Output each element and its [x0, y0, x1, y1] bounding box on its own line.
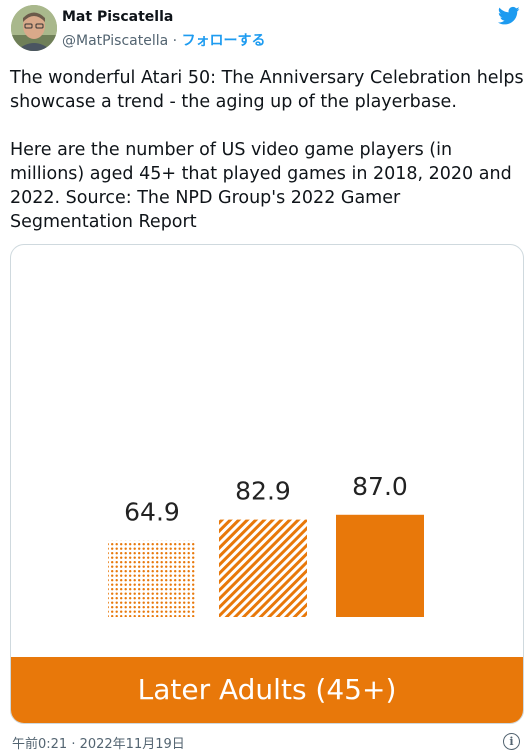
bar — [336, 514, 424, 617]
bar-value-label: 87.0 — [352, 472, 408, 501]
banner-background — [11, 657, 523, 723]
tweet-paragraph: The wonderful Atari 50: The Anniversary … — [10, 68, 524, 112]
twitter-bird-icon[interactable] — [498, 6, 520, 26]
info-icon[interactable]: i — [503, 733, 520, 750]
follow-button[interactable]: フォローする — [181, 33, 266, 49]
tweet-paragraph: Here are the number of US video game pla… — [10, 140, 512, 232]
tweet-text: The wonderful Atari 50: The Anniversary … — [10, 66, 525, 258]
author-name[interactable]: Mat Piscatella — [62, 9, 174, 25]
banner-label: Later Adults (45+) — [138, 673, 397, 706]
timestamp[interactable]: 午前0:21 · 2022年11月19日 — [12, 737, 185, 752]
bar — [108, 540, 196, 617]
bar-chart: 64.9 82.9 87.0 Later Adults (45+) — [11, 472, 523, 723]
separator: · — [172, 33, 178, 49]
author-handle-line: @MatPiscatella · フォローする — [62, 30, 266, 50]
avatar[interactable] — [11, 5, 57, 51]
bar-value-label: 82.9 — [235, 477, 291, 506]
bar-value-label: 64.9 — [124, 498, 180, 527]
bar — [219, 519, 307, 617]
chart-image[interactable]: 64.9 82.9 87.0 Later Adults (45+) — [10, 244, 524, 724]
author-handle[interactable]: @MatPiscatella — [62, 33, 169, 49]
